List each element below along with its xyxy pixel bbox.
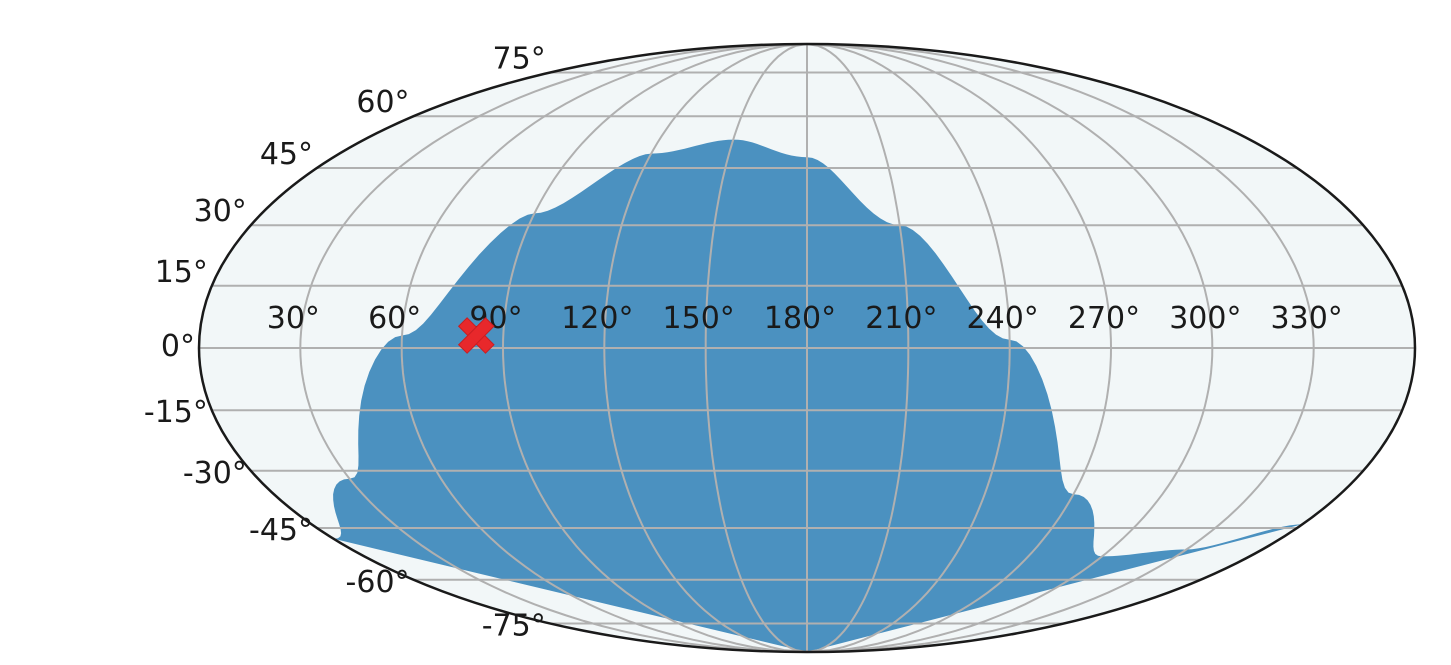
longitude-tick-label: 120° xyxy=(561,301,633,336)
latitude-tick-label: -15° xyxy=(144,395,208,430)
longitude-grid-line xyxy=(400,44,808,652)
longitude-tick-label: 300° xyxy=(1169,301,1241,336)
latitude-tick-label: 60° xyxy=(356,85,409,120)
latitude-tick-label: 0° xyxy=(161,329,195,364)
latitude-tick-label: -45° xyxy=(249,513,313,548)
longitude-grid-line xyxy=(299,44,808,652)
longitude-grid-line xyxy=(603,44,808,652)
latitude-tick-label: 75° xyxy=(493,42,546,77)
latitude-tick-label: 30° xyxy=(194,194,247,229)
longitude-tick-label: 30° xyxy=(267,301,320,336)
latitude-tick-label: 45° xyxy=(260,137,313,172)
longitude-grid-line xyxy=(806,44,1011,652)
latitude-tick-label: -60° xyxy=(346,565,410,600)
longitude-grid-line xyxy=(704,44,808,652)
longitude-tick-label: 270° xyxy=(1068,301,1140,336)
longitude-tick-label: 240° xyxy=(967,301,1039,336)
latitude-tick-label: 15° xyxy=(155,255,208,290)
map-border xyxy=(197,42,1417,654)
longitude-tick-label: 210° xyxy=(865,301,937,336)
longitude-grid-line xyxy=(806,44,910,652)
longitude-grid-line xyxy=(806,44,1113,652)
longitude-tick-label: 180° xyxy=(764,301,836,336)
longitude-tick-label: 330° xyxy=(1271,301,1343,336)
shaded-region xyxy=(333,139,1303,652)
target-marker xyxy=(457,317,495,354)
longitude-grid-line xyxy=(806,44,1214,652)
longitude-tick-label: 60° xyxy=(368,301,421,336)
longitude-tick-label: 150° xyxy=(663,301,735,336)
latitude-tick-label: -75° xyxy=(482,608,546,643)
latitude-tick-label: -30° xyxy=(183,456,247,491)
longitude-grid-line xyxy=(806,44,1315,652)
longitude-grid-line xyxy=(501,44,808,652)
